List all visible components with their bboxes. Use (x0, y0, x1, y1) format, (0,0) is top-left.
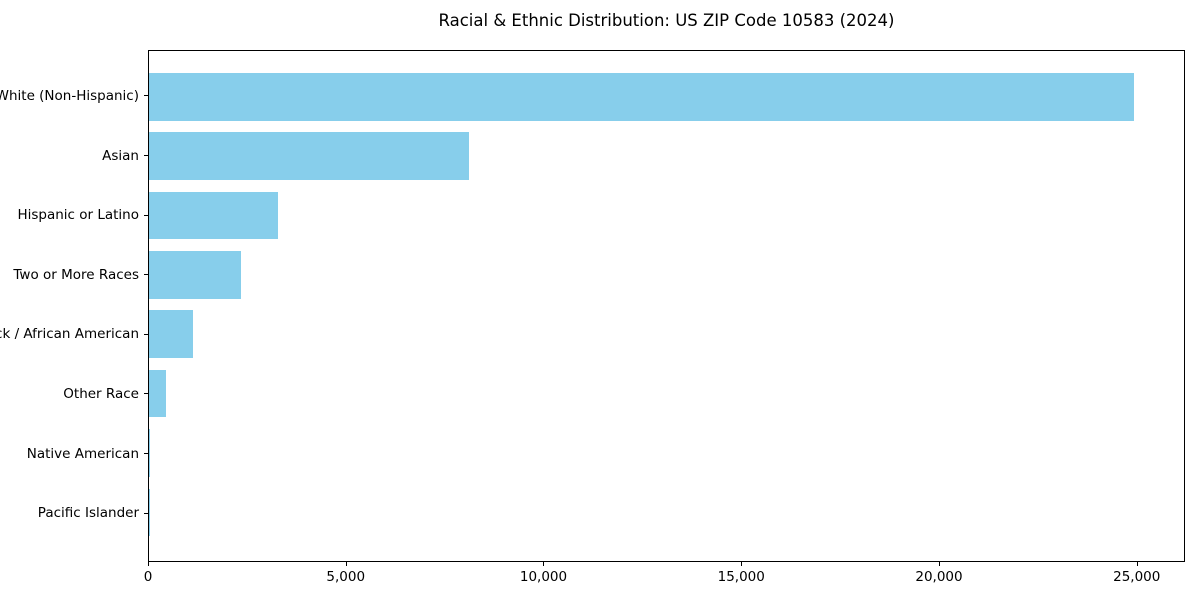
x-tick (543, 562, 545, 566)
x-tick-label: 20,000 (915, 569, 963, 585)
y-axis-label: Hispanic or Latino (17, 207, 139, 224)
bar (149, 251, 241, 299)
plot-area (148, 50, 1185, 562)
y-tick (144, 512, 148, 514)
y-tick (144, 214, 148, 216)
y-axis-label: Asian (102, 147, 139, 164)
y-tick (144, 453, 148, 455)
y-tick (144, 274, 148, 276)
bar (149, 369, 166, 418)
y-axis-label: White (Non-Hispanic) (0, 87, 139, 104)
x-tick-label: 5,000 (326, 569, 366, 585)
y-axis-label: Two or More Races (13, 266, 139, 283)
x-tick (345, 562, 347, 566)
bar (149, 191, 278, 240)
x-tick-label: 25,000 (1113, 569, 1161, 585)
x-tick-label: 15,000 (717, 569, 765, 585)
bar (149, 132, 470, 180)
y-axis-labels: White (Non-Hispanic) Asian Hispanic or Lat… (0, 50, 148, 562)
bar (149, 310, 193, 359)
x-tick-label: 10,000 (519, 569, 568, 585)
y-tick (144, 333, 148, 335)
x-tick (741, 562, 743, 566)
y-tick (144, 95, 148, 97)
y-tick (144, 393, 148, 395)
x-axis: 0 5,000 10,000 15,000 20,000 25,000 (144, 562, 1185, 596)
x-tick (938, 562, 940, 566)
y-axis-label: Native American (26, 445, 139, 462)
y-tick (144, 155, 148, 157)
bar (149, 73, 1135, 121)
y-axis-label: Other Race (63, 385, 139, 402)
x-tick (148, 562, 149, 566)
x-tick-label: 0 (143, 569, 153, 585)
y-axis-label: Black / African American (0, 326, 139, 343)
y-axis-label: Pacific Islander (37, 505, 139, 522)
chart-title: Racial & Ethnic Distribution: US ZIP Cod… (438, 11, 895, 30)
x-tick (1136, 562, 1138, 566)
